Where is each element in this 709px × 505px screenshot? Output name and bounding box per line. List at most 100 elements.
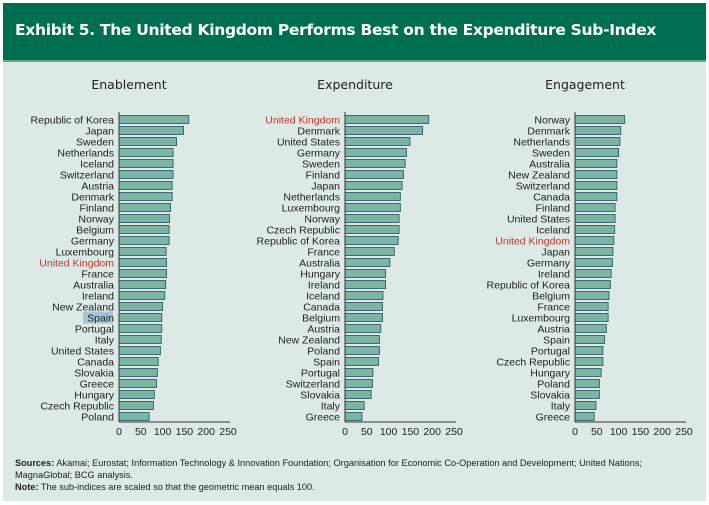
x-tick-label: 0 — [572, 426, 578, 438]
bar — [118, 126, 184, 135]
category-label: New Zealand — [52, 301, 114, 313]
category-label: Norway — [534, 114, 570, 126]
bar — [118, 401, 154, 410]
category-label: Czech Republic — [40, 400, 114, 412]
category-label: Poland — [537, 378, 570, 390]
bar — [574, 247, 614, 256]
category-label: France — [81, 268, 114, 280]
bar — [574, 137, 621, 146]
bar — [344, 412, 363, 421]
bar — [344, 148, 407, 157]
category-label: Luxembourg — [512, 312, 571, 324]
bar — [574, 379, 600, 388]
category-label: United Kingdom — [39, 257, 114, 269]
bar — [574, 225, 616, 234]
note-label: Note: — [15, 482, 39, 492]
bar — [574, 258, 613, 267]
bar — [118, 302, 164, 311]
category-label: Luxembourg — [282, 202, 341, 214]
bar — [574, 313, 609, 322]
category-label: United States — [507, 213, 570, 225]
bar — [574, 126, 622, 135]
category-label: Ireland — [308, 279, 340, 291]
bar — [118, 170, 174, 179]
category-label: Norway — [304, 213, 340, 225]
sources-label: Sources: — [15, 458, 55, 468]
bar — [118, 203, 171, 212]
bar — [344, 346, 380, 355]
category-label: Italy — [95, 334, 115, 346]
chart-title: Engagement — [545, 77, 625, 92]
category-label: France — [307, 246, 340, 258]
category-label: Japan — [85, 125, 114, 137]
category-label: Hungary — [300, 268, 340, 280]
category-label: Austria — [81, 180, 114, 192]
bar — [344, 269, 386, 278]
category-label: Republic of Korea — [487, 279, 571, 291]
category-label: Germany — [527, 257, 571, 269]
exhibit-header: Exhibit 5. The United Kingdom Performs B… — [3, 3, 706, 62]
bar — [118, 115, 190, 124]
category-label: Netherlands — [57, 147, 114, 159]
x-tick-label: 50 — [591, 426, 603, 438]
note-line: Note: The sub-indices are scaled so that… — [15, 481, 695, 493]
bar — [344, 181, 403, 190]
bar — [344, 324, 382, 333]
category-label: Ireland — [82, 290, 114, 302]
category-label: Australia — [299, 257, 340, 269]
category-label: Portugal — [531, 345, 570, 357]
x-tick-label: 200 — [653, 426, 671, 438]
category-label: Greece — [536, 411, 571, 423]
category-label: Denmark — [71, 191, 114, 203]
category-label: Czech Republic — [266, 224, 340, 236]
category-label: Japan — [311, 180, 340, 192]
category-label: Iceland — [536, 224, 570, 236]
category-label: United Kingdom — [495, 235, 570, 247]
bar — [574, 170, 618, 179]
category-label: Finland — [536, 202, 571, 214]
bar — [344, 379, 373, 388]
bar — [344, 115, 430, 124]
category-label: Spain — [87, 312, 114, 324]
x-tick-label: 100 — [380, 426, 398, 438]
category-label: Austria — [537, 323, 570, 335]
category-label: Canada — [303, 301, 340, 313]
bar — [344, 280, 386, 289]
category-label: Greece — [306, 411, 341, 423]
bar — [118, 181, 173, 190]
category-label: Czech Republic — [496, 356, 570, 368]
bar — [118, 368, 158, 377]
bar — [344, 357, 380, 366]
bar — [344, 192, 401, 201]
bar — [574, 192, 618, 201]
category-label: Italy — [321, 400, 341, 412]
bar — [344, 313, 383, 322]
category-label: Sweden — [76, 136, 114, 148]
bar — [118, 390, 155, 399]
bar — [344, 368, 374, 377]
category-label: Canada — [77, 356, 114, 368]
bar — [344, 401, 365, 410]
category-label: Luxembourg — [56, 246, 115, 258]
category-label: Japan — [541, 246, 570, 258]
x-tick-label: 50 — [135, 426, 147, 438]
bar — [118, 335, 162, 344]
category-label: Slovakia — [300, 389, 340, 401]
category-label: Austria — [307, 323, 340, 335]
selection-highlight — [83, 311, 113, 324]
note-text: The sub-indices are scaled so that the g… — [38, 482, 315, 492]
x-tick-label: 100 — [610, 426, 628, 438]
x-tick-label: 200 — [423, 426, 441, 438]
bar — [344, 302, 383, 311]
bar — [574, 412, 595, 421]
sources-line: Sources: Akamai; Eurostat; Information T… — [15, 457, 695, 481]
category-label: United Kingdom — [265, 114, 340, 126]
bar — [118, 357, 159, 366]
category-label: Sweden — [532, 147, 570, 159]
bar — [574, 159, 618, 168]
category-label: Portugal — [301, 367, 340, 379]
bar — [574, 335, 606, 344]
category-label: Republic of Korea — [31, 114, 115, 126]
category-label: Norway — [78, 213, 114, 225]
bar — [344, 291, 384, 300]
